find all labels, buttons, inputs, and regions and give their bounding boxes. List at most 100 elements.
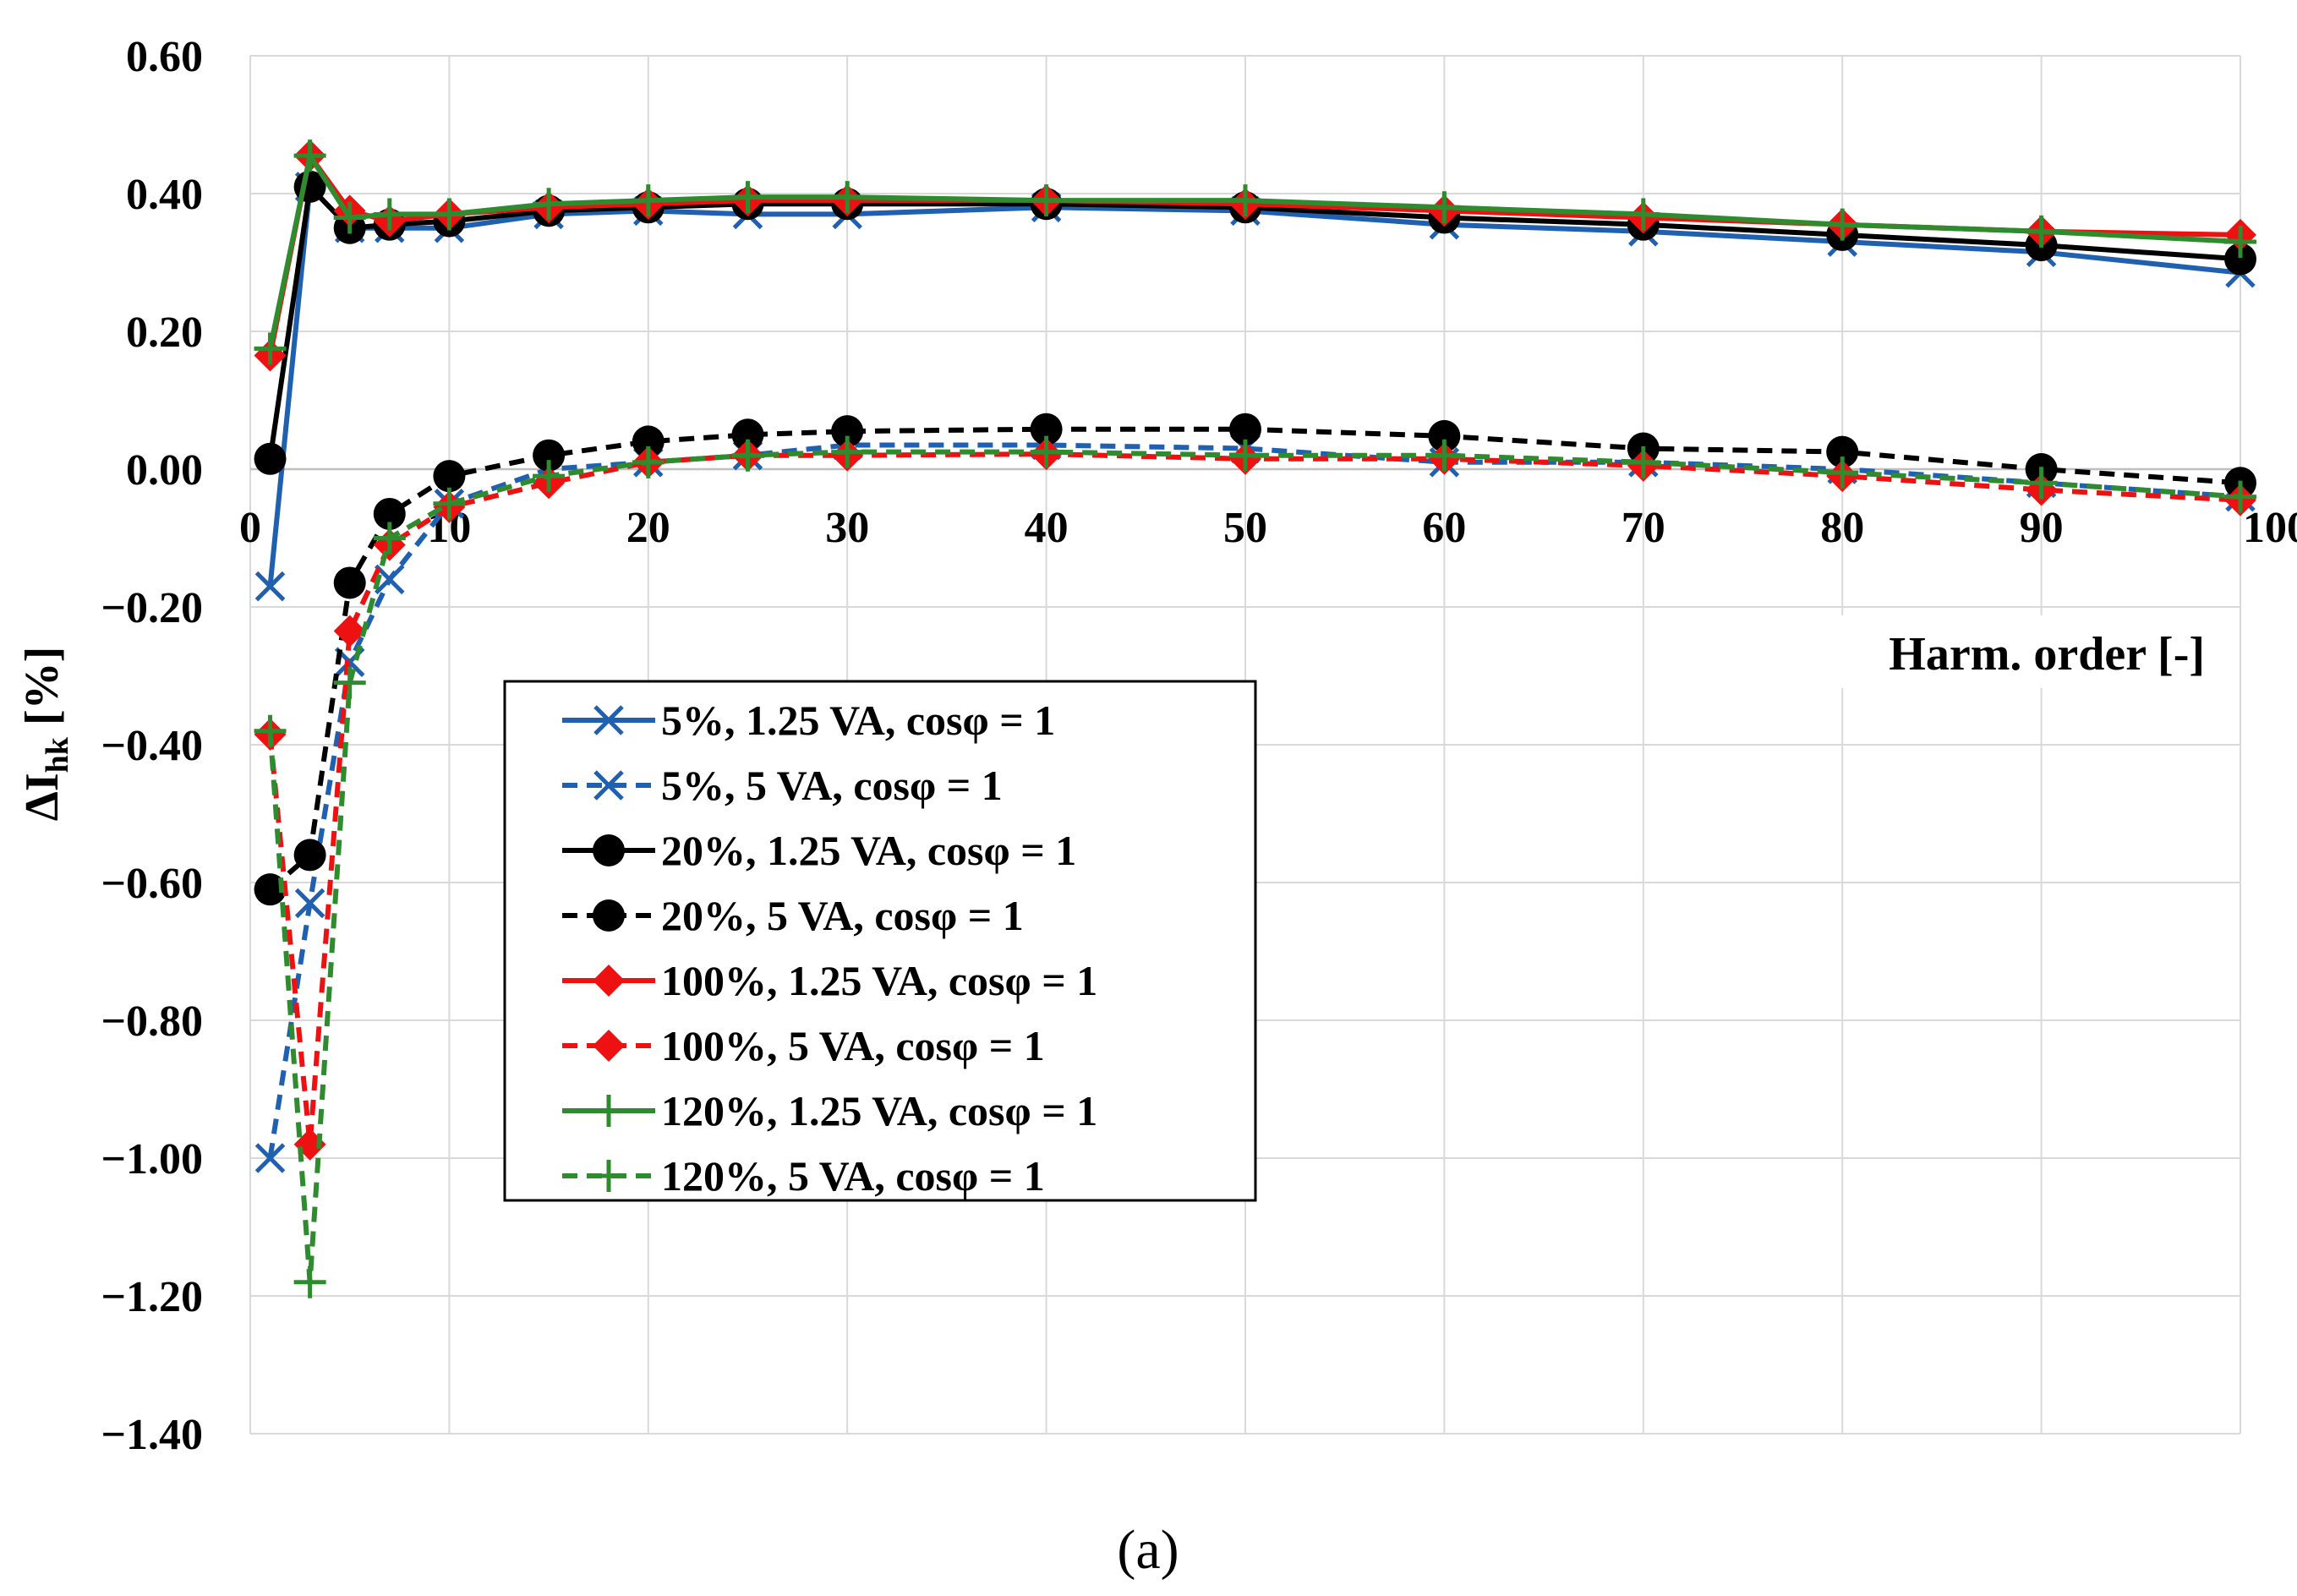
x-tick-label: 80 — [1820, 504, 1864, 552]
data-point — [632, 445, 664, 478]
legend-marker — [593, 1095, 625, 1127]
data-point — [1428, 419, 1461, 452]
legend-entry: 20%, 5 VA, cosφ = 1 — [562, 892, 1024, 939]
legend-items: 5%, 1.25 VA, cosφ = 1 5%, 5 VA, cosφ = 1 2… — [562, 697, 1097, 1200]
x-tick-label: 0 — [239, 504, 261, 552]
data-point — [1826, 208, 1859, 241]
data-point — [533, 460, 566, 493]
y-tick-label: −1.20 — [101, 1273, 203, 1321]
data-point — [1229, 184, 1261, 217]
y-tick-label: 0.40 — [126, 171, 203, 219]
x-tick-labels: 0102030405060708090100 — [239, 504, 2297, 552]
legend-entry: 100%, 5 VA, cosφ = 1 — [562, 1022, 1045, 1069]
data-point — [1627, 198, 1660, 231]
series-120-5-va-cos-1 — [254, 435, 2256, 1298]
data-point — [533, 188, 566, 221]
data-point — [293, 1265, 326, 1298]
y-tick-label: −0.80 — [101, 998, 203, 1046]
data-point — [1030, 435, 1063, 468]
y-tick-label: −1.00 — [101, 1135, 203, 1183]
legend-label: 100%, 5 VA, cosφ = 1 — [661, 1022, 1045, 1069]
data-point — [1030, 413, 1063, 445]
y-tick-label: 0.00 — [126, 446, 203, 495]
y-tick-labels: 0.60 0.40 0.20 0.00 −0.20 −0.40 −0.60 −0.80 −1.0… — [101, 33, 203, 1459]
data-point — [2025, 215, 2058, 248]
x-tick-label: 90 — [2020, 504, 2064, 552]
x-axis-title-background — [1799, 615, 2230, 688]
series-line — [267, 451, 2241, 1147]
legend-marker — [593, 965, 625, 997]
data-point — [831, 415, 864, 448]
x-tick-label: 40 — [1025, 504, 1069, 552]
legend-box — [503, 680, 1257, 1202]
y-axis-title: ΔIhk [%] — [16, 647, 75, 821]
data-point — [831, 181, 864, 214]
series-line — [267, 449, 2241, 1285]
y-tick-label: −0.20 — [101, 584, 203, 632]
legend-marker — [593, 1030, 625, 1062]
x-tick-label: 60 — [1422, 504, 1466, 552]
data-point — [2224, 480, 2256, 513]
x-tick-label: 50 — [1223, 504, 1267, 552]
data-point — [433, 198, 466, 231]
data-point — [1826, 435, 1859, 468]
data-point — [293, 839, 326, 872]
data-point — [1229, 413, 1261, 445]
data-point — [373, 198, 406, 231]
data-point — [293, 139, 326, 172]
legend-label: 100%, 1.25 VA, cosφ = 1 — [661, 957, 1097, 1004]
legend-entry: 120%, 5 VA, cosφ = 1 — [562, 1152, 1045, 1200]
plot-area — [254, 139, 2256, 1298]
data-point — [294, 888, 325, 919]
series-line — [268, 426, 2241, 892]
data-point — [1826, 456, 1859, 489]
data-point — [632, 184, 664, 217]
y-tick-label: 0.60 — [126, 33, 203, 81]
data-point — [254, 571, 286, 602]
legend-entry: 5%, 1.25 VA, cosφ = 1 — [562, 697, 1055, 744]
series-line — [267, 442, 2241, 1159]
data-point — [731, 181, 764, 214]
legend-entry: 5%, 5 VA, cosφ = 1 — [562, 762, 1003, 809]
data-point — [1428, 191, 1461, 224]
x-axis-title: Harm. order [-] — [1889, 628, 2205, 680]
data-point — [433, 487, 466, 520]
legend-entry: 120%, 1.25 VA, cosφ = 1 — [562, 1087, 1097, 1134]
data-point — [373, 522, 406, 555]
x-tick-label: 70 — [1622, 504, 1665, 552]
y-tick-label: 0.20 — [126, 309, 203, 357]
data-point — [533, 439, 566, 472]
y-axis-title-main: ΔI — [16, 773, 68, 821]
y-tick-label: −1.40 — [101, 1411, 203, 1459]
data-point — [254, 1143, 286, 1173]
data-point — [2224, 226, 2256, 259]
data-point — [1627, 445, 1660, 478]
data-point — [254, 442, 287, 475]
legend-entry: 100%, 1.25 VA, cosφ = 1 — [562, 957, 1097, 1004]
data-point — [731, 418, 764, 451]
legend-label: 5%, 5 VA, cosφ = 1 — [661, 762, 1003, 809]
series-line — [267, 153, 2241, 350]
data-point — [1030, 184, 1063, 217]
figure-caption: (a) — [1117, 1519, 1179, 1581]
data-point — [333, 666, 366, 699]
legend-marker — [593, 705, 624, 735]
legend-label: 120%, 1.25 VA, cosφ = 1 — [661, 1087, 1097, 1134]
legend-label: 20%, 1.25 VA, cosφ = 1 — [661, 827, 1076, 874]
series-120-1-25-va-cos-1 — [254, 139, 2256, 365]
data-point — [2224, 243, 2256, 276]
data-point — [254, 332, 287, 365]
legend-label: 5%, 1.25 VA, cosφ = 1 — [661, 697, 1055, 744]
data-point — [1428, 439, 1461, 472]
series-line — [267, 183, 2241, 460]
legend-label: 120%, 5 VA, cosφ = 1 — [661, 1152, 1045, 1200]
data-point — [831, 435, 864, 468]
x-tick-label: 30 — [825, 504, 869, 552]
y-tick-label: −0.40 — [101, 722, 203, 770]
data-point — [1229, 439, 1261, 472]
legend-marker — [593, 834, 625, 866]
data-point — [254, 873, 287, 906]
data-point — [333, 566, 366, 599]
legend-entry: 20%, 1.25 VA, cosφ = 1 — [562, 827, 1076, 874]
